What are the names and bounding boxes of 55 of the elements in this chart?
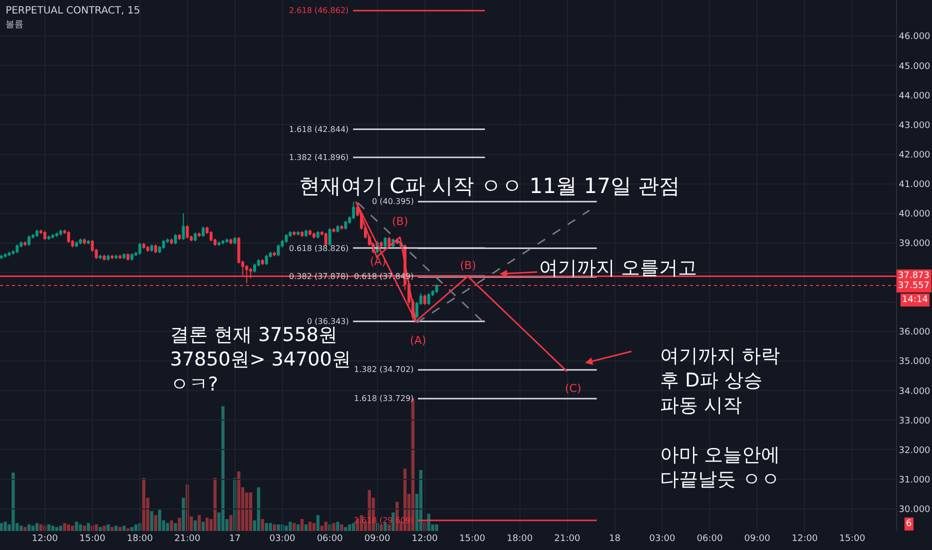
- x-tick-label: 15:00: [459, 534, 486, 544]
- annotation: 2.618 (46.862): [289, 6, 349, 15]
- text: 6: [906, 519, 912, 529]
- annotation: (A): [410, 334, 426, 347]
- annotation: 0.618 (38.826): [289, 244, 349, 253]
- x-tick-label: 12:00: [32, 534, 58, 544]
- x-tick-label: 03:00: [649, 534, 676, 544]
- text: 14:14: [902, 295, 928, 305]
- y-tick-label: 41.000: [898, 180, 931, 190]
- x-tick-label: 21:00: [554, 534, 580, 544]
- x-tick-label: 03:00: [269, 534, 296, 544]
- y-tick-label: 32.000: [898, 446, 931, 456]
- x-tick-label: 12:00: [792, 534, 818, 544]
- y-tick-label: 44.000: [898, 91, 931, 102]
- x-tick-label: 09:00: [364, 534, 391, 544]
- x-tick-label: 12:00: [412, 534, 438, 544]
- ref-line-label: 37.557: [898, 281, 930, 291]
- y-tick-label: 43.000: [898, 120, 931, 131]
- annotation: 1.618 (33.729): [354, 394, 414, 403]
- y-tick-label: 31.000: [898, 475, 931, 486]
- x-tick-label: 18: [609, 534, 621, 544]
- y-tick-label: 36.000: [898, 328, 931, 338]
- annotation: 0 (36.343): [307, 317, 349, 326]
- annotation: 1.382 (34.702): [354, 365, 414, 374]
- x-tick-label: 06:00: [316, 534, 344, 544]
- annotation: (B): [460, 259, 476, 272]
- annotation: 1.382 (41.896): [289, 153, 349, 162]
- y-tick-label: 39.000: [898, 239, 931, 250]
- y-tick-label: 46.000: [898, 32, 931, 42]
- text: PERPETUAL CONTRACT, 15: [6, 6, 140, 16]
- annotation: 1.618 (42.844): [289, 125, 349, 134]
- annotation: 결론 현재 37558원 37850원> 34700원 ㅇㅋ?: [170, 324, 351, 396]
- x-tick-label: 18:00: [126, 534, 154, 544]
- y-tick-label: 35.000: [898, 357, 931, 368]
- x-tick-label: 18:00: [506, 534, 533, 544]
- x-tick-label: 06:00: [696, 534, 723, 544]
- y-tick-label: 30.000: [898, 504, 931, 515]
- y-tick-label: 45.000: [898, 62, 931, 72]
- annotation: (B): [392, 215, 408, 228]
- y-tick-label: 34.000: [898, 386, 931, 397]
- x-tick-label: 09:00: [744, 534, 770, 544]
- y-tick-label: 33.000: [898, 416, 931, 426]
- x-tick-label: 21:00: [174, 534, 201, 544]
- annotation: 현재여기 C파 시작 ㅇㅇ 11월 17일 관점: [299, 174, 680, 198]
- chart-title: 볼륨: [6, 20, 24, 30]
- annotation: 0 (40.395): [372, 197, 414, 206]
- x-tick-label: 15:00: [79, 534, 106, 544]
- ref-line-label: 37.873: [898, 271, 930, 281]
- y-tick-label: 40.000: [898, 210, 931, 220]
- text: 여기까지 하락 후 D파 상승 파동 시작 아마 오늘안에 다끝날듯 ㅇㅇ: [660, 345, 780, 490]
- x-tick-label: 17: [229, 534, 241, 544]
- y-tick-label: 42.000: [898, 150, 931, 160]
- annotation: (C): [565, 382, 582, 395]
- annotation: 여기까지 오를거고: [539, 257, 698, 279]
- x-tick-label: 15:00: [839, 534, 866, 544]
